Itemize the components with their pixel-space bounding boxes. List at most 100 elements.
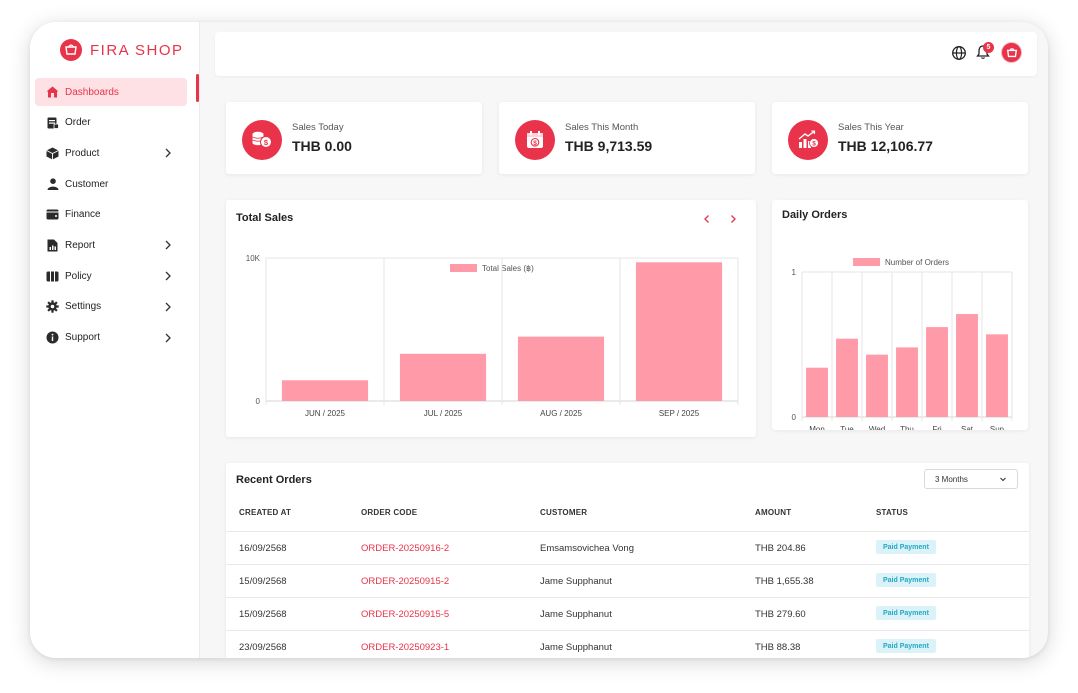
sidebar-item-customer[interactable]: Customer xyxy=(35,170,187,198)
column-header-order-code[interactable]: ORDER CODE xyxy=(361,508,418,517)
avatar[interactable] xyxy=(1001,42,1022,63)
chevron-right-icon xyxy=(165,333,171,342)
created-at-cell: 15/09/2568 xyxy=(239,609,287,620)
active-indicator xyxy=(196,74,199,102)
sidebar-item-order[interactable]: Order xyxy=(35,109,187,137)
x-tick-label: JUN / 2025 xyxy=(305,409,346,418)
globe-icon[interactable] xyxy=(951,45,967,61)
status-badge: Paid Payment xyxy=(876,639,936,653)
growth-chart-icon: $ xyxy=(788,120,828,160)
chart-bar[interactable] xyxy=(836,338,858,417)
stat-card-sales-month: $ Sales This Month THB 9,713.59 xyxy=(499,102,755,174)
order-code-link[interactable]: ORDER-20250915-5 xyxy=(361,609,450,620)
total-sales-title: Total Sales xyxy=(236,212,294,224)
svg-text:$: $ xyxy=(812,141,816,148)
brand-logo[interactable]: FIRA SHOP xyxy=(30,22,199,78)
stat-label: Sales Today xyxy=(292,122,344,133)
recent-orders-card: Recent Orders xyxy=(226,463,1029,658)
sidebar-item-policy[interactable]: Policy xyxy=(35,262,187,290)
column-header-status[interactable]: STATUS xyxy=(876,508,909,517)
gear-icon xyxy=(46,300,59,314)
chevron-right-icon xyxy=(165,148,171,158)
amount-cell: THB 279.60 xyxy=(755,609,806,620)
table-row[interactable]: 23/09/2568 ORDER-20250923-1 Jame Supphan… xyxy=(226,630,1029,658)
sidebar-item-label: Dashboards xyxy=(65,86,119,98)
chart-bar[interactable] xyxy=(399,353,487,401)
sidebar-item-label: Product xyxy=(65,147,100,159)
notification-badge: 5 xyxy=(983,42,994,53)
chart-bar[interactable] xyxy=(806,367,828,417)
brand-name: FIRA SHOP xyxy=(90,41,184,59)
calendar-money-icon: $ xyxy=(515,120,555,160)
chevron-right-icon[interactable] xyxy=(728,214,738,224)
customer-cell: Jame Supphanut xyxy=(540,576,612,587)
x-tick-label: AUG / 2025 xyxy=(540,409,582,418)
chart-bar[interactable] xyxy=(281,380,369,401)
stat-label: Sales This Year xyxy=(838,122,904,133)
chart-bar[interactable] xyxy=(926,327,948,417)
stat-value: THB 12,106.77 xyxy=(838,138,933,154)
order-code-link[interactable]: ORDER-20250916-2 xyxy=(361,543,450,554)
sidebar-item-label: Policy xyxy=(65,270,92,282)
sidebar-item-support[interactable]: Support xyxy=(35,324,187,352)
order-code-link[interactable]: ORDER-20250915-2 xyxy=(361,576,450,587)
stat-value: THB 9,713.59 xyxy=(565,138,653,154)
daily-orders-card: Daily Orders Number of Orders 0 1 Mon Tue Wed… xyxy=(772,200,1028,430)
chevron-left-icon[interactable] xyxy=(702,214,712,224)
chart-bar[interactable] xyxy=(635,262,723,401)
x-tick-label: Wed xyxy=(869,425,885,430)
customer-cell: Jame Supphanut xyxy=(540,609,612,620)
customer-cell: Emsamsovichea Vong xyxy=(540,543,634,554)
policy-icon xyxy=(46,270,59,283)
table-row[interactable]: 15/09/2568 ORDER-20250915-5 Jame Supphan… xyxy=(226,597,1029,630)
top-bar xyxy=(215,32,1037,76)
x-tick-label: Fri xyxy=(932,425,942,430)
y-tick-label: 0 xyxy=(792,413,797,422)
chevron-right-icon xyxy=(165,240,171,250)
chart-legend: Total Sales (฿) xyxy=(450,264,534,273)
sidebar-item-settings[interactable]: Settings xyxy=(35,293,187,321)
y-tick-label: 0 xyxy=(256,397,261,406)
wallet-icon xyxy=(46,208,59,221)
column-header-customer[interactable]: CUSTOMER xyxy=(540,508,588,517)
created-at-cell: 23/09/2568 xyxy=(239,642,287,653)
chart-bar[interactable] xyxy=(866,354,888,417)
sidebar-item-label: Support xyxy=(65,332,101,343)
chevron-right-icon xyxy=(165,302,171,312)
amount-cell: THB 88.38 xyxy=(755,642,801,653)
legend-label: Total Sales (฿) xyxy=(482,264,534,273)
sidebar-item-label: Order xyxy=(65,117,91,129)
x-tick-label: SEP / 2025 xyxy=(659,409,700,418)
chart-bar[interactable] xyxy=(986,334,1008,417)
order-code-link[interactable]: ORDER-20250923-1 xyxy=(361,642,450,653)
sidebar-item-finance[interactable]: Finance xyxy=(35,201,187,229)
customer-cell: Jame Supphanut xyxy=(540,642,612,653)
amount-cell: THB 204.86 xyxy=(755,543,806,554)
y-tick-label: 10K xyxy=(246,254,261,263)
daily-orders-title: Daily Orders xyxy=(782,209,848,221)
sidebar-item-product[interactable]: Product xyxy=(35,139,187,167)
sidebar-item-label: Customer xyxy=(65,178,109,190)
table-row[interactable]: 16/09/2568 ORDER-20250916-2 Emsamsoviche… xyxy=(226,531,1029,564)
chevron-right-icon xyxy=(165,271,171,281)
stat-label: Sales This Month xyxy=(565,122,639,133)
sidebar-item-label: Finance xyxy=(65,209,101,221)
stat-value: THB 0.00 xyxy=(292,138,352,154)
logo-icon xyxy=(1006,47,1017,57)
status-badge: Paid Payment xyxy=(876,573,936,587)
chart-bar[interactable] xyxy=(956,314,978,417)
sidebar-menu: Dashboards Order Product Customer xyxy=(30,78,199,352)
column-header-created-at[interactable]: CREATED AT xyxy=(239,508,292,517)
column-header-amount[interactable]: AMOUNT xyxy=(755,508,792,517)
legend-label: Number of Orders xyxy=(885,258,949,267)
period-select[interactable]: 3 Months xyxy=(924,469,1018,489)
period-select-value: 3 Months xyxy=(935,475,968,484)
amount-cell: THB 1,655.38 xyxy=(755,576,814,587)
sidebar-item-report[interactable]: Report xyxy=(35,231,187,259)
svg-text:$: $ xyxy=(533,140,537,147)
chart-bar[interactable] xyxy=(517,336,605,401)
chart-bar[interactable] xyxy=(896,347,918,417)
sidebar-item-dashboards[interactable]: Dashboards xyxy=(35,78,187,106)
table-row[interactable]: 15/09/2568 ORDER-20250915-2 Jame Supphan… xyxy=(226,564,1029,597)
sidebar-item-label: Report xyxy=(65,239,96,251)
